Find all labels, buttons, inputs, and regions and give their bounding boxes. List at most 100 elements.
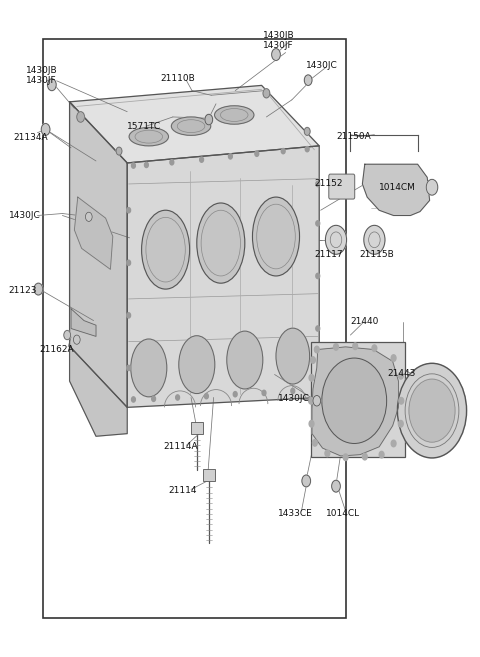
Text: 1430JC: 1430JC xyxy=(278,394,310,403)
Circle shape xyxy=(77,112,84,122)
Circle shape xyxy=(362,453,367,460)
Text: 21114A: 21114A xyxy=(163,442,198,451)
Circle shape xyxy=(152,396,156,401)
Circle shape xyxy=(34,283,43,295)
Circle shape xyxy=(127,365,131,371)
Circle shape xyxy=(48,79,56,91)
Circle shape xyxy=(312,440,317,446)
Circle shape xyxy=(116,147,122,155)
Circle shape xyxy=(127,208,131,213)
Circle shape xyxy=(391,440,396,447)
Ellipse shape xyxy=(129,127,168,146)
Text: 21123: 21123 xyxy=(9,286,37,295)
Text: 21440: 21440 xyxy=(350,317,379,327)
Circle shape xyxy=(309,374,314,381)
Text: 1571TC: 1571TC xyxy=(127,122,161,131)
Circle shape xyxy=(127,313,131,318)
Circle shape xyxy=(302,475,311,487)
Text: 21114: 21114 xyxy=(168,486,196,495)
Polygon shape xyxy=(71,309,96,336)
Circle shape xyxy=(391,355,396,361)
Polygon shape xyxy=(70,85,319,163)
Circle shape xyxy=(409,379,455,442)
Text: 21117: 21117 xyxy=(314,250,343,259)
Circle shape xyxy=(316,273,320,279)
Circle shape xyxy=(132,163,135,168)
Circle shape xyxy=(364,225,385,254)
Circle shape xyxy=(304,75,312,85)
Circle shape xyxy=(398,373,403,379)
Circle shape xyxy=(314,386,318,392)
Ellipse shape xyxy=(171,117,211,135)
Circle shape xyxy=(41,124,50,135)
Circle shape xyxy=(309,397,313,404)
Polygon shape xyxy=(74,197,113,269)
Circle shape xyxy=(127,260,131,265)
Text: 1014CL: 1014CL xyxy=(326,509,360,518)
Text: 21134A: 21134A xyxy=(13,133,48,143)
Circle shape xyxy=(325,225,347,254)
Text: 1433CE: 1433CE xyxy=(278,509,313,518)
Circle shape xyxy=(314,346,319,353)
Bar xyxy=(191,422,203,434)
Circle shape xyxy=(379,451,384,458)
Ellipse shape xyxy=(252,197,300,276)
Circle shape xyxy=(304,127,310,135)
Circle shape xyxy=(291,388,295,394)
Circle shape xyxy=(399,397,404,404)
Circle shape xyxy=(316,221,320,226)
Circle shape xyxy=(334,344,338,350)
Circle shape xyxy=(144,162,148,168)
Circle shape xyxy=(204,394,208,399)
Bar xyxy=(311,342,405,457)
Text: 1014CM: 1014CM xyxy=(379,183,416,192)
Circle shape xyxy=(311,357,315,363)
Ellipse shape xyxy=(322,358,387,443)
Circle shape xyxy=(255,151,259,156)
Polygon shape xyxy=(70,102,127,407)
Circle shape xyxy=(325,450,330,457)
FancyBboxPatch shape xyxy=(329,174,355,199)
Text: 21152: 21152 xyxy=(314,179,343,189)
Circle shape xyxy=(309,420,314,427)
Polygon shape xyxy=(70,346,127,436)
Text: 21110B: 21110B xyxy=(161,74,195,83)
Ellipse shape xyxy=(276,328,310,384)
Circle shape xyxy=(313,396,321,406)
Text: 1430JC: 1430JC xyxy=(9,211,40,220)
Ellipse shape xyxy=(179,336,215,394)
Ellipse shape xyxy=(131,339,167,397)
Polygon shape xyxy=(127,146,319,407)
Text: 1430JC: 1430JC xyxy=(306,61,338,70)
Circle shape xyxy=(372,345,377,351)
Circle shape xyxy=(73,335,80,344)
Circle shape xyxy=(281,148,285,154)
Circle shape xyxy=(233,392,237,397)
Circle shape xyxy=(353,343,358,350)
Circle shape xyxy=(205,114,213,125)
Circle shape xyxy=(64,330,71,340)
Text: 21115B: 21115B xyxy=(359,250,394,259)
Bar xyxy=(43,39,346,618)
Circle shape xyxy=(228,154,232,159)
Circle shape xyxy=(316,326,320,331)
Circle shape xyxy=(332,480,340,492)
Circle shape xyxy=(305,147,309,152)
Text: 21150A: 21150A xyxy=(336,132,371,141)
Text: 21162A: 21162A xyxy=(39,345,74,354)
Ellipse shape xyxy=(215,106,254,124)
Circle shape xyxy=(176,395,180,400)
Ellipse shape xyxy=(227,331,263,389)
Circle shape xyxy=(132,397,135,402)
Ellipse shape xyxy=(197,203,245,283)
Circle shape xyxy=(316,181,320,187)
Circle shape xyxy=(272,49,280,60)
Text: 1430JB
1430JF: 1430JB 1430JF xyxy=(26,66,58,85)
Text: 21443: 21443 xyxy=(388,369,416,378)
Circle shape xyxy=(426,179,438,195)
Circle shape xyxy=(170,160,174,165)
Circle shape xyxy=(316,372,320,377)
Polygon shape xyxy=(362,164,430,215)
Polygon shape xyxy=(312,347,398,456)
Circle shape xyxy=(343,454,348,461)
